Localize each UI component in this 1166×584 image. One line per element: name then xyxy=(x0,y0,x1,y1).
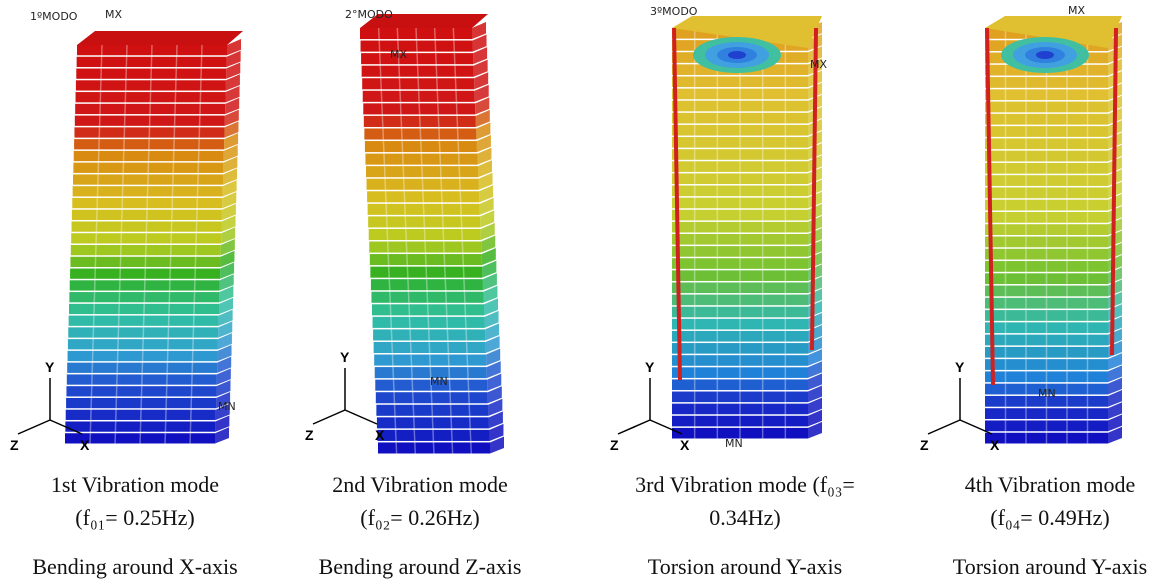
mode-label: 3ºMODO xyxy=(650,5,698,18)
min-label: MN xyxy=(725,437,743,450)
min-label: MN xyxy=(430,375,448,388)
roof-contour xyxy=(728,51,746,59)
caption: (f₀₄= 0.49Hz) xyxy=(990,505,1109,530)
roof xyxy=(77,31,243,45)
caption: 4th Vibration mode xyxy=(965,472,1136,497)
axis-arrow xyxy=(313,410,345,424)
description: Torsion around Y-axis xyxy=(953,554,1147,579)
caption: (f₀₁= 0.25Hz) xyxy=(75,505,194,530)
caption: (f₀₂= 0.26Hz) xyxy=(360,505,479,530)
axis-label: X xyxy=(80,437,90,453)
axis-label: Y xyxy=(45,359,55,375)
axis-arrow xyxy=(18,420,50,434)
caption: 1st Vibration mode xyxy=(51,472,219,497)
mode-label: 1ºMODO xyxy=(30,10,78,23)
mode-label: 2°MODO xyxy=(345,8,393,21)
caption: 0.34Hz) xyxy=(709,505,780,530)
axis-label: Z xyxy=(610,437,619,453)
axis-label: X xyxy=(990,437,1000,453)
max-label: MX xyxy=(1068,4,1085,17)
axis-label: Y xyxy=(645,359,655,375)
axis-label: Y xyxy=(955,359,965,375)
axis-arrow xyxy=(618,420,650,434)
axis-label: Y xyxy=(340,349,350,365)
max-label: MX xyxy=(810,58,827,71)
axis-label: Z xyxy=(305,427,314,443)
description: Torsion around Y-axis xyxy=(648,554,842,579)
panel xyxy=(672,16,822,440)
axis-arrow xyxy=(928,420,960,434)
panel xyxy=(65,31,243,445)
axis-arrow xyxy=(345,410,377,424)
caption: 3rd Vibration mode (f₀₃= xyxy=(635,472,855,497)
roof-contour xyxy=(1036,51,1054,59)
axis-label: X xyxy=(680,437,690,453)
max-label: MX xyxy=(105,8,122,21)
description: Bending around Z-axis xyxy=(319,554,522,579)
axis-label: Z xyxy=(920,437,929,453)
panel xyxy=(985,16,1122,445)
min-label: MN xyxy=(218,400,236,413)
panel xyxy=(360,14,504,455)
max-label: MX xyxy=(390,48,407,61)
description: Bending around X-axis xyxy=(32,554,237,579)
axis-label: Z xyxy=(10,437,19,453)
axis-label: X xyxy=(375,427,385,443)
figure: 1ºMODO MX MN Y Z X 1st Vibration mode (f₀₁= 0.2… xyxy=(0,0,1166,584)
caption: 2nd Vibration mode xyxy=(332,472,507,497)
min-label: MN xyxy=(1038,387,1056,400)
